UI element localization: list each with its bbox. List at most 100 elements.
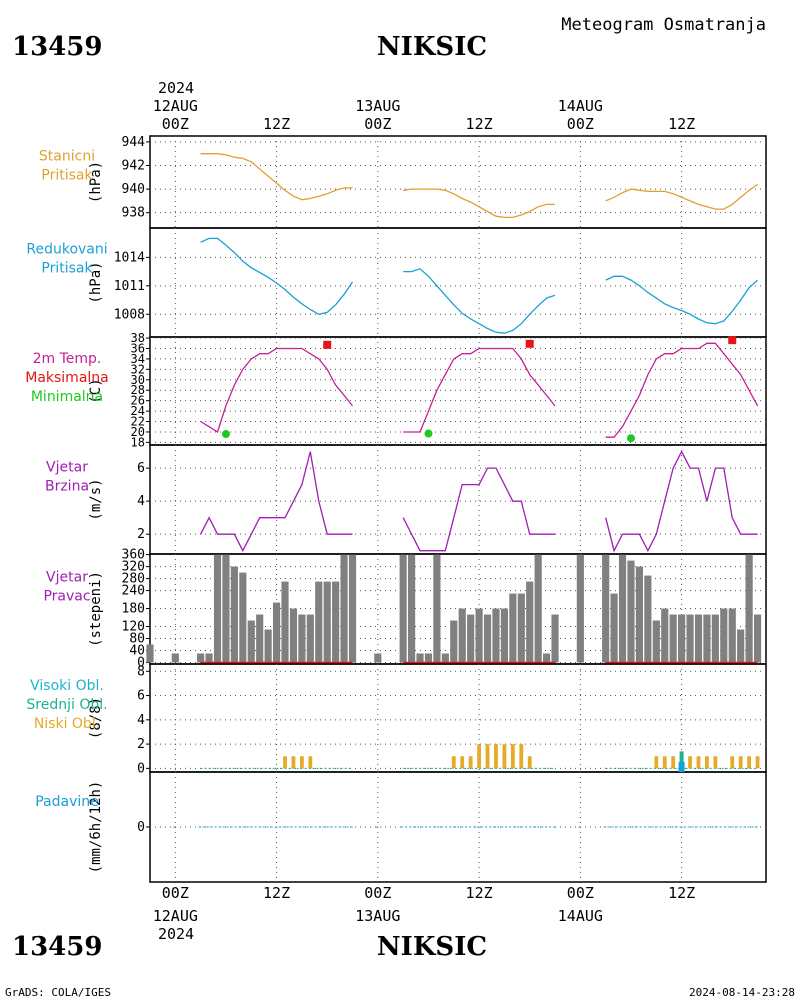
direction-bar [281, 581, 289, 663]
direction-bar [424, 653, 433, 663]
y-tick-label: 320 [122, 560, 145, 575]
direction-bar [306, 614, 314, 663]
time-tick-bottom-label: 12Z [668, 884, 695, 902]
year-top: 2024 [158, 79, 194, 97]
direction-bar [720, 608, 728, 663]
panel-label-temperature: Minimalna [31, 389, 103, 405]
series-line-station_pressure [605, 183, 758, 210]
direction-bar [272, 602, 281, 663]
max-temp-marker [728, 336, 737, 345]
series-line-wind_speed [200, 451, 353, 553]
y-tick-label: 280 [122, 572, 145, 587]
y-tick-label: 2 [137, 737, 145, 752]
direction-bar [711, 614, 719, 663]
time-tick-top-label: 12Z [668, 115, 695, 133]
y-tick-label: 180 [122, 602, 145, 617]
series-line-temperature [605, 342, 759, 438]
direction-bar [483, 614, 492, 663]
direction-bar [551, 614, 559, 663]
direction-bar [340, 554, 348, 663]
timestamp-text: 2024-08-14-23:28 [689, 986, 795, 999]
series-line-wind_speed [402, 467, 555, 552]
panel-label-reduced_pressure: Pritisak [41, 261, 93, 277]
y-tick-label: 942 [122, 158, 145, 173]
panel-label-reduced_pressure: Redukovani [26, 242, 107, 258]
y-tick-label: 1014 [114, 250, 145, 265]
y-axis-unit-label: (8/8) [88, 697, 104, 739]
direction-bar [315, 581, 323, 663]
cloud-bar [299, 756, 304, 769]
series-line-temperature [403, 347, 556, 433]
cloud-bar [451, 756, 456, 769]
date-label-top: 13AUG [355, 97, 400, 115]
y-tick-label: 30 [131, 373, 145, 387]
cloud-bar [713, 756, 718, 769]
direction-bar [374, 653, 382, 663]
direction-bar [408, 554, 416, 663]
direction-bar [635, 566, 644, 663]
date-label-bottom: 14AUG [558, 907, 603, 925]
y-tick-label: 0 [137, 820, 145, 835]
panel-label-wind_direction: Pravac [43, 589, 90, 605]
y-tick-label: 8 [137, 664, 145, 679]
direction-bar [146, 644, 154, 663]
direction-bar [332, 581, 340, 663]
y-tick-label: 2 [137, 527, 145, 542]
y-tick-label: 944 [122, 135, 146, 150]
precip-bar [678, 762, 685, 772]
y-tick-label: 1011 [114, 279, 145, 294]
panel-label-wind_direction: Vjetar [46, 570, 88, 586]
time-tick-bottom-label: 12Z [466, 884, 493, 902]
y-tick-label: 38 [131, 331, 145, 345]
series-line-reduced_pressure [605, 275, 759, 325]
series-line-station_pressure [200, 153, 353, 201]
y-tick-label: 80 [129, 632, 145, 647]
panel-label-wind_speed: Brzina [45, 479, 89, 495]
y-tick-label: 28 [131, 383, 145, 397]
time-tick-bottom-label: 12Z [263, 884, 290, 902]
direction-bar [618, 554, 627, 663]
direction-bar [492, 608, 500, 663]
y-tick-label: 360 [122, 548, 145, 563]
product-title: Meteogram Osmatranja [561, 15, 766, 35]
y-tick-label: 938 [122, 206, 145, 221]
direction-bar [239, 572, 247, 663]
y-tick-label: 24 [131, 404, 145, 418]
direction-bar [534, 554, 542, 663]
y-tick-label: 36 [131, 341, 145, 355]
y-tick-label: 6 [137, 461, 145, 476]
direction-bar [230, 566, 238, 663]
y-axis-unit-label: (hPa) [88, 161, 104, 203]
cloud-bar [494, 744, 498, 769]
station-id-top: 13459 [12, 32, 102, 62]
cloud-bar [747, 756, 752, 769]
min-temp-marker [626, 434, 635, 443]
max-temp-marker [525, 339, 534, 348]
direction-bar [644, 575, 652, 663]
y-tick-label: 240 [122, 584, 145, 599]
direction-bar [753, 614, 762, 663]
direction-bar [678, 614, 686, 663]
cloud-bar [662, 756, 667, 769]
credit-text: GrADS: COLA/IGES [5, 986, 111, 999]
direction-bar [247, 620, 255, 663]
cloud-bar [527, 756, 532, 769]
direction-bar [416, 653, 424, 663]
time-tick-top-label: 00Z [567, 115, 594, 133]
panel-label-cloud_cover: Visoki Obl. [30, 678, 104, 694]
series-line-reduced_pressure [403, 268, 556, 334]
cloud-bar [468, 756, 473, 769]
y-tick-label: 18 [131, 435, 145, 449]
cloud-bar [460, 756, 465, 769]
y-axis-unit-label: (C) [88, 378, 104, 403]
station-name-top: NIKSIC [377, 32, 487, 62]
y-tick-label: 0 [137, 761, 145, 776]
direction-bar [602, 554, 610, 663]
direction-bar [526, 581, 534, 663]
direction-bar [576, 554, 584, 663]
y-tick-label: 4 [137, 713, 145, 728]
direction-bar [745, 554, 753, 663]
direction-bar [458, 608, 466, 663]
time-tick-top-label: 12Z [263, 115, 290, 133]
panel-frame-cloud_cover [149, 663, 767, 773]
